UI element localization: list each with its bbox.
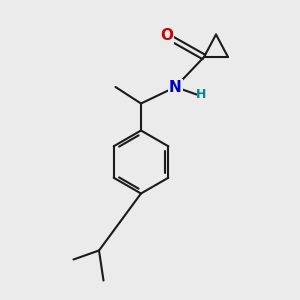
Text: N: N [169, 80, 182, 94]
Text: O: O [160, 28, 173, 44]
Text: H: H [196, 88, 206, 101]
